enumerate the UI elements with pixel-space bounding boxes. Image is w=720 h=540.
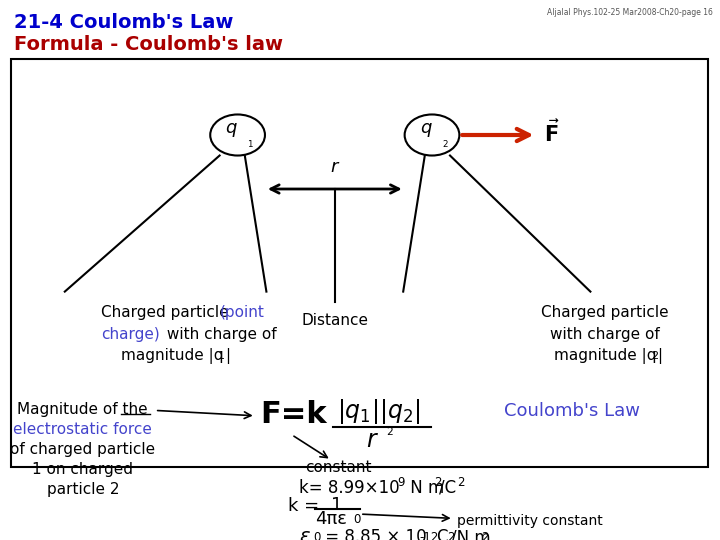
Text: magnitude |q: magnitude |q bbox=[121, 348, 223, 364]
Text: Charged particle: Charged particle bbox=[101, 305, 233, 320]
Text: $q$: $q$ bbox=[420, 120, 433, 139]
Text: Charged particle: Charged particle bbox=[541, 305, 669, 320]
Text: 21-4 Coulomb's Law: 21-4 Coulomb's Law bbox=[14, 14, 234, 32]
Text: Coulomb's Law: Coulomb's Law bbox=[505, 402, 640, 420]
Text: 2: 2 bbox=[481, 531, 488, 540]
Text: N m: N m bbox=[405, 479, 444, 497]
Text: $r$: $r$ bbox=[366, 429, 379, 453]
Text: with charge of: with charge of bbox=[162, 327, 276, 342]
Text: /N m: /N m bbox=[451, 528, 491, 540]
Text: $\mathbf{\vec{F}}$: $\mathbf{\vec{F}}$ bbox=[544, 119, 559, 146]
Text: electrostatic force: electrostatic force bbox=[14, 422, 152, 437]
FancyBboxPatch shape bbox=[11, 59, 708, 467]
Text: k =: k = bbox=[288, 497, 319, 515]
Text: Magnitude of the: Magnitude of the bbox=[17, 402, 148, 417]
Text: |: | bbox=[225, 348, 230, 364]
Text: -12: -12 bbox=[420, 531, 439, 540]
Text: charge): charge) bbox=[101, 327, 160, 342]
Text: Aljalal Phys.102-25 Mar2008-Ch20-page 16: Aljalal Phys.102-25 Mar2008-Ch20-page 16 bbox=[547, 8, 713, 17]
Text: $q$: $q$ bbox=[225, 120, 238, 139]
Text: Formula - Coulomb's law: Formula - Coulomb's law bbox=[14, 35, 284, 54]
Text: of charged particle: of charged particle bbox=[10, 442, 156, 457]
Text: $|q_1||q_2|$: $|q_1||q_2|$ bbox=[337, 397, 420, 426]
Text: 1 on charged: 1 on charged bbox=[32, 462, 133, 477]
Text: $r$: $r$ bbox=[330, 158, 340, 176]
Text: constant: constant bbox=[305, 460, 372, 475]
Text: 4πε: 4πε bbox=[315, 510, 346, 528]
Text: magnitude |q: magnitude |q bbox=[554, 348, 656, 364]
Text: 1: 1 bbox=[330, 496, 342, 514]
Text: 2: 2 bbox=[434, 476, 441, 489]
Text: with charge of: with charge of bbox=[550, 327, 660, 342]
Text: /C: /C bbox=[439, 479, 456, 497]
Text: = 8.85 × 10: = 8.85 × 10 bbox=[320, 528, 427, 540]
Text: C: C bbox=[436, 528, 448, 540]
Text: k= 8.99×10: k= 8.99×10 bbox=[299, 479, 400, 497]
Text: 0: 0 bbox=[353, 513, 360, 526]
Text: 2: 2 bbox=[457, 476, 464, 489]
Text: (point: (point bbox=[220, 305, 264, 320]
Text: $^2$: $^2$ bbox=[386, 429, 394, 443]
Text: 2: 2 bbox=[447, 531, 454, 540]
Text: permittivity constant: permittivity constant bbox=[457, 514, 603, 528]
Text: $_1$: $_1$ bbox=[247, 137, 254, 150]
Text: 2: 2 bbox=[651, 351, 658, 361]
Text: 1: 1 bbox=[218, 351, 225, 361]
Text: $_2$: $_2$ bbox=[441, 137, 449, 150]
Text: particle 2: particle 2 bbox=[47, 482, 119, 497]
Text: $ε$: $ε$ bbox=[299, 528, 310, 540]
Text: 0: 0 bbox=[313, 531, 320, 540]
Text: 9: 9 bbox=[397, 476, 405, 489]
Text: |: | bbox=[657, 348, 662, 364]
Text: Distance: Distance bbox=[301, 313, 369, 328]
Text: F=k: F=k bbox=[261, 400, 328, 429]
